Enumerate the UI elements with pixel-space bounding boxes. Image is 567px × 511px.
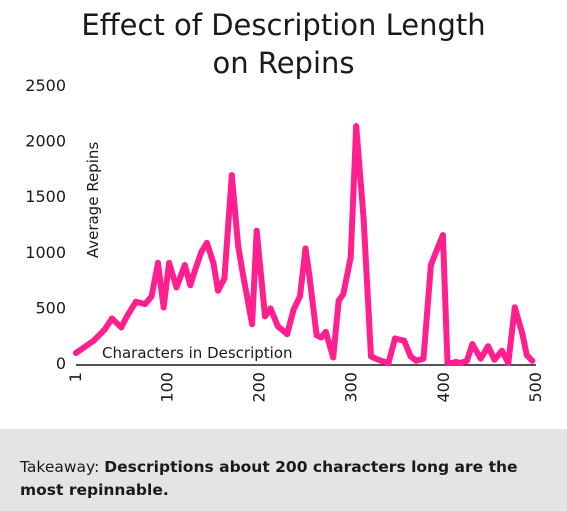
x-axis-label: Characters in Description <box>102 344 293 362</box>
data-point <box>444 360 451 366</box>
x-tick-label: 500 <box>526 372 545 403</box>
data-point <box>439 232 446 239</box>
data-point <box>392 335 398 342</box>
data-point <box>407 353 414 360</box>
data-point <box>191 267 198 274</box>
data-point <box>368 353 374 360</box>
x-tick-label: 300 <box>342 372 361 403</box>
y-tick-label: 1500 <box>25 187 66 206</box>
data-point <box>523 352 530 359</box>
x-tick-label: 100 <box>157 372 176 403</box>
data-point <box>284 331 291 338</box>
data-point <box>203 239 210 246</box>
data-point <box>463 357 470 364</box>
data-point <box>160 304 167 311</box>
takeaway-bold: Descriptions about 200 characters long a… <box>20 458 518 499</box>
data-point <box>155 259 161 266</box>
takeaway-footer: Takeaway: Descriptions about 200 charact… <box>0 429 567 511</box>
data-point <box>221 275 228 282</box>
x-axis-tick-labels: 1 100 200 300 400 500 <box>66 372 545 403</box>
data-point <box>485 343 492 350</box>
data-point <box>90 337 97 344</box>
data-point <box>198 248 205 255</box>
y-tick-label: 1000 <box>25 243 66 262</box>
data-point <box>420 355 427 362</box>
series-line-repins <box>73 123 536 366</box>
data-points <box>73 123 536 366</box>
data-point <box>519 330 526 336</box>
data-point <box>109 315 115 322</box>
x-tick-label: 400 <box>434 372 453 403</box>
line-chart: 0 500 1000 1500 2000 2500 1 100 200 300 400 500 Av… <box>25 76 545 403</box>
y-tick-label: 0 <box>56 354 66 373</box>
data-point <box>457 360 464 366</box>
data-point <box>306 271 313 277</box>
data-point <box>142 301 149 308</box>
data-point <box>290 306 297 313</box>
data-point <box>118 324 125 331</box>
data-point <box>235 243 242 250</box>
chart-title: Effect of Description Length on Repins <box>0 6 567 82</box>
data-point <box>166 259 173 266</box>
data-point <box>401 337 408 344</box>
data-point <box>274 323 281 330</box>
data-point <box>413 357 420 364</box>
data-point <box>262 313 268 320</box>
data-point <box>101 326 108 333</box>
data-point <box>148 293 155 300</box>
takeaway-prefix: Takeaway: <box>20 458 105 476</box>
data-point <box>511 304 518 311</box>
chart-title-line-1: Effect of Description Length <box>81 8 486 42</box>
y-tick-label: 2500 <box>25 76 66 95</box>
data-point <box>267 305 274 312</box>
data-point <box>372 355 379 362</box>
data-point <box>452 358 459 365</box>
x-tick-label: 200 <box>249 372 268 403</box>
data-point <box>228 172 235 179</box>
takeaway-text: Takeaway: Descriptions about 200 charact… <box>20 456 540 502</box>
data-point <box>297 293 303 300</box>
data-point <box>253 227 260 234</box>
data-point <box>378 357 385 364</box>
data-point <box>239 271 246 277</box>
y-tick-label: 500 <box>35 298 66 317</box>
data-point <box>330 354 337 361</box>
data-point <box>249 321 256 328</box>
data-point <box>187 282 194 289</box>
y-axis-label: Average Repins <box>84 142 102 259</box>
data-point <box>505 360 512 366</box>
data-point <box>385 360 392 366</box>
data-point <box>435 243 442 250</box>
data-point <box>181 262 188 269</box>
data-point <box>491 356 498 363</box>
x-tick-label: 1 <box>66 372 85 382</box>
data-point <box>529 357 536 364</box>
data-point <box>469 341 476 348</box>
data-point <box>335 297 342 304</box>
data-point <box>498 347 505 354</box>
data-point <box>302 245 309 252</box>
data-point <box>318 334 325 341</box>
chart-title-line-2: on Repins <box>212 46 355 80</box>
data-point <box>477 355 484 362</box>
data-point <box>173 284 180 291</box>
y-tick-label: 2000 <box>25 132 66 151</box>
data-point <box>124 312 131 319</box>
data-point <box>340 291 347 298</box>
data-point <box>215 287 221 294</box>
data-point <box>360 215 367 222</box>
data-point <box>132 298 139 305</box>
data-point <box>73 350 79 356</box>
data-point <box>313 332 320 339</box>
data-point <box>210 259 217 266</box>
data-point <box>427 262 434 269</box>
y-axis-tick-labels: 0 500 1000 1500 2000 2500 <box>25 76 66 373</box>
data-point <box>353 123 360 130</box>
data-point <box>347 254 354 261</box>
data-point <box>322 328 329 335</box>
